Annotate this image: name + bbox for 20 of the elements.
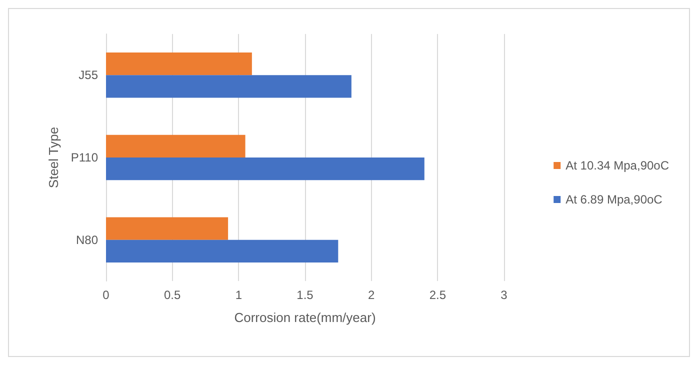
x-axis-title: Corrosion rate(mm/year)	[234, 310, 376, 325]
bar	[106, 158, 424, 180]
legend-label: At 6.89 Mpa,90oC	[566, 192, 663, 206]
x-tick-label: 2.5	[429, 288, 446, 302]
x-tick-label: 1.5	[296, 288, 314, 302]
x-tick-label: 2	[368, 288, 375, 302]
x-tick-label: 0	[102, 288, 110, 302]
x-tick-label: 1	[235, 288, 242, 302]
bar	[106, 52, 252, 76]
x-tick-label: 3	[500, 288, 508, 302]
bar	[106, 217, 228, 240]
y-tick-label: N80	[76, 232, 98, 247]
y-tick-label: J55	[78, 68, 98, 82]
bar	[106, 75, 352, 98]
bar	[106, 240, 338, 262]
x-tick-label: 0.5	[164, 288, 181, 302]
y-tick-label: P110	[70, 150, 98, 164]
legend-label: At 10.34 Mpa,90oC	[566, 158, 670, 172]
y-axis-title: Steel Type	[46, 126, 61, 188]
bar	[106, 134, 246, 158]
